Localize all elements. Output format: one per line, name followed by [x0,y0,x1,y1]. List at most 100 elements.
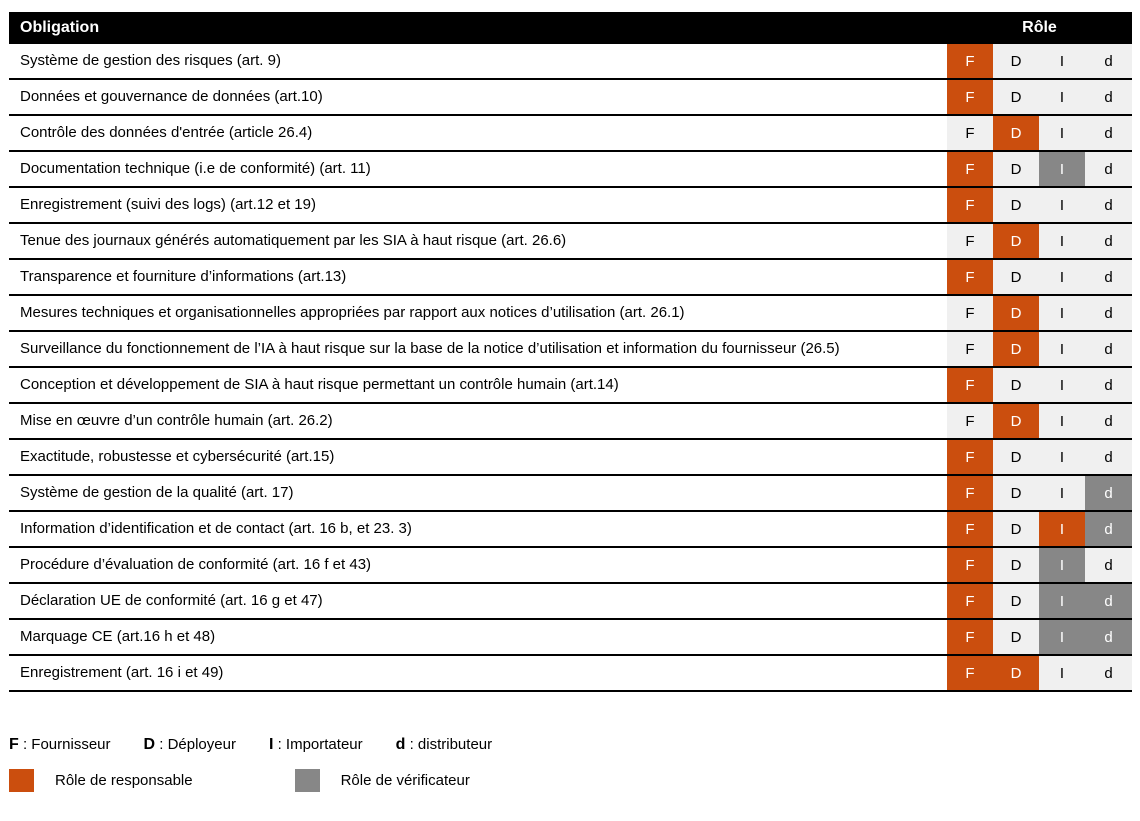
legend-role-separator: : [405,736,418,753]
obligation-cell: Information d’identification et de conta… [9,512,947,546]
role-cell-d: d [1085,152,1132,186]
obligation-cell: Système de gestion des risques (art. 9) [9,44,947,78]
role-cell-I: I [1039,116,1085,150]
role-cell-D: D [993,476,1039,510]
role-cell-F: F [947,476,993,510]
legend-swatches: Rôle de responsable Rôle de vérificateur [9,769,1132,792]
role-cell-I: I [1039,296,1085,330]
role-cell-F: F [947,656,993,690]
table-row: Contrôle des données d'entrée (article 2… [9,116,1132,152]
role-cell-F: F [947,512,993,546]
role-cell-D: D [993,332,1039,366]
legend-role-separator: : [273,736,286,753]
role-cell-D: D [993,116,1039,150]
role-cell-I: I [1039,476,1085,510]
legend-role-name: Importateur [285,736,363,753]
role-cell-I: I [1039,80,1085,114]
role-cell-D: D [993,512,1039,546]
role-cell-D: D [993,224,1039,258]
obligation-cell: Documentation technique (i.e de conformi… [9,152,947,186]
legend-role-name: Déployeur [167,736,236,753]
obligation-cell: Conception et développement de SIA à hau… [9,368,947,402]
role-cell-F: F [947,404,993,438]
role-cell-D: D [993,620,1039,654]
legend-swatch-item: Rôle de responsable [9,769,193,792]
role-cell-F: F [947,332,993,366]
role-cell-F: F [947,620,993,654]
role-cell-I: I [1039,152,1085,186]
role-cell-I: I [1039,224,1085,258]
role-cell-D: D [993,188,1039,222]
role-cell-F: F [947,368,993,402]
role-cell-D: D [993,296,1039,330]
role-cell-D: D [993,656,1039,690]
role-cell-d: d [1085,260,1132,294]
legend-role-separator: : [18,736,32,753]
table-row: Transparence et fourniture d’information… [9,260,1132,296]
legend-role-separator: : [155,736,168,753]
table-row: Conception et développement de SIA à hau… [9,368,1132,404]
role-cell-d: d [1085,548,1132,582]
table-row: Procédure d’évaluation de conformité (ar… [9,548,1132,584]
obligation-cell: Procédure d’évaluation de conformité (ar… [9,548,947,582]
obligation-cell: Contrôle des données d'entrée (article 2… [9,116,947,150]
role-cell-d: d [1085,656,1132,690]
role-cell-F: F [947,152,993,186]
role-cell-d: d [1085,368,1132,402]
role-cell-F: F [947,44,993,78]
role-cell-d: d [1085,404,1132,438]
legend-role-item: D : Déployeur [144,736,236,754]
role-cell-F: F [947,296,993,330]
role-cell-I: I [1039,368,1085,402]
obligation-cell: Surveillance du fonctionnement de l’IA à… [9,332,947,366]
obligation-cell: Enregistrement (art. 16 i et 49) [9,656,947,690]
role-cell-d: d [1085,620,1132,654]
column-header-obligation: Obligation [20,19,100,36]
obligation-cell: Marquage CE (art.16 h et 48) [9,620,947,654]
role-cell-F: F [947,80,993,114]
role-cell-d: d [1085,224,1132,258]
role-cell-I: I [1039,404,1085,438]
verificateur-swatch-icon [294,769,320,792]
legend-swatch-label: Rôle de vérificateur [340,772,470,789]
table-row: Mesures techniques et organisationnelles… [9,296,1132,332]
table-body: Système de gestion des risques (art. 9) F… [9,44,1132,692]
table-row: Mise en œuvre d’un contrôle humain (art.… [9,404,1132,440]
role-cell-I: I [1039,548,1085,582]
table-row: Documentation technique (i.e de conformi… [9,152,1132,188]
table-row: Surveillance du fonctionnement de l’IA à… [9,332,1132,368]
role-cell-F: F [947,584,993,618]
obligation-cell: Transparence et fourniture d’information… [9,260,947,294]
table-row: Données et gouvernance de données (art.1… [9,80,1132,116]
table-row: Tenue des journaux générés automatiqueme… [9,224,1132,260]
legend-role-letter: I [268,736,274,753]
obligation-cell: Tenue des journaux générés automatiqueme… [9,224,947,258]
role-cell-I: I [1039,620,1085,654]
obligation-cell: Système de gestion de la qualité (art. 1… [9,476,947,510]
role-cell-D: D [993,368,1039,402]
legend-swatch-label: Rôle de responsable [55,772,193,789]
role-cell-D: D [993,548,1039,582]
role-cell-d: d [1085,80,1132,114]
role-cell-F: F [947,440,993,474]
table-row: Information d’identification et de conta… [9,512,1132,548]
role-cell-F: F [947,188,993,222]
role-cell-d: d [1085,296,1132,330]
role-cell-I: I [1039,512,1085,546]
role-cell-F: F [947,224,993,258]
table-row: Exactitude, robustesse et cybersécurité … [9,440,1132,476]
role-cell-d: d [1085,440,1132,474]
legend-role-name: Fournisseur [31,736,111,753]
role-cell-F: F [947,116,993,150]
role-cell-D: D [993,404,1039,438]
legend-swatch-item: Rôle de vérificateur [294,769,470,792]
obligation-cell: Mesures techniques et organisationnelles… [9,296,947,330]
obligation-table: Obligation Rôle Système de gestion des r… [9,12,1132,692]
legend-role-name: distributeur [417,736,493,753]
role-cell-F: F [947,260,993,294]
table-row: Déclaration UE de conformité (art. 16 g … [9,584,1132,620]
role-cell-d: d [1085,44,1132,78]
column-header-role: Rôle [1022,19,1057,36]
table-header-row: Obligation Rôle [9,12,1132,44]
role-cell-d: d [1085,188,1132,222]
